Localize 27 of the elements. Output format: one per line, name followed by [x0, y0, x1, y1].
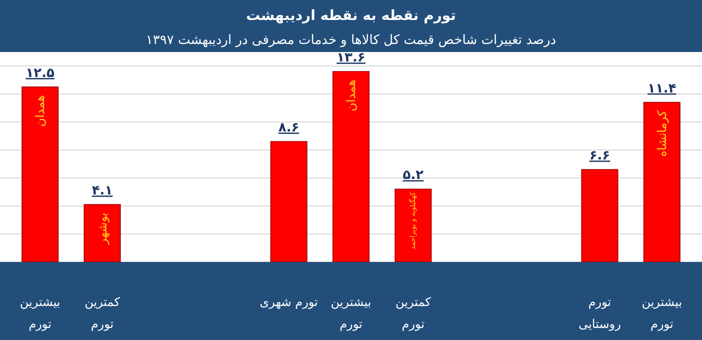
x-tick-label: کمترین تورم — [395, 295, 432, 331]
chart-title: تورم نقطه به نقطه اردیبهشت — [246, 8, 456, 24]
x-tick-label: تورم روستایی — [578, 295, 622, 331]
chart-subtitle: درصد تغییرات شاخص قیمت کل کالاها و خدمات مصرفی در اردیبهشت ۱۳۹۷ — [146, 33, 556, 48]
bar — [270, 141, 308, 262]
annotation: همدان — [33, 95, 48, 127]
bar — [394, 188, 432, 262]
data-label: ۸.۶ — [278, 120, 300, 136]
annotation: کرمانشاه — [654, 110, 669, 157]
x-tick-label: بیشترین تورم — [330, 295, 372, 331]
bar — [332, 71, 370, 262]
bar — [643, 102, 680, 262]
bar — [84, 204, 121, 262]
data-label: ۶.۶ — [589, 148, 610, 164]
data-label: ۱۳.۶ — [336, 50, 366, 66]
x-tick-label: کمترین تورم — [84, 295, 120, 331]
data-label: ۵.۲ — [402, 168, 424, 184]
data-label: ۱۱.۴ — [648, 81, 676, 96]
bar — [581, 169, 618, 262]
data-label: ۴.۱ — [92, 184, 113, 199]
annotation: همدان — [344, 80, 358, 112]
x-tick-label: بیشترین تورم — [642, 295, 682, 331]
x-tick-label: تورم شهری — [260, 295, 318, 309]
annotation: بوشهر — [95, 212, 110, 246]
data-label: ۱۲.۵ — [26, 66, 55, 81]
x-tick-label: بیشترین تورم — [20, 295, 60, 331]
bar — [22, 86, 59, 262]
